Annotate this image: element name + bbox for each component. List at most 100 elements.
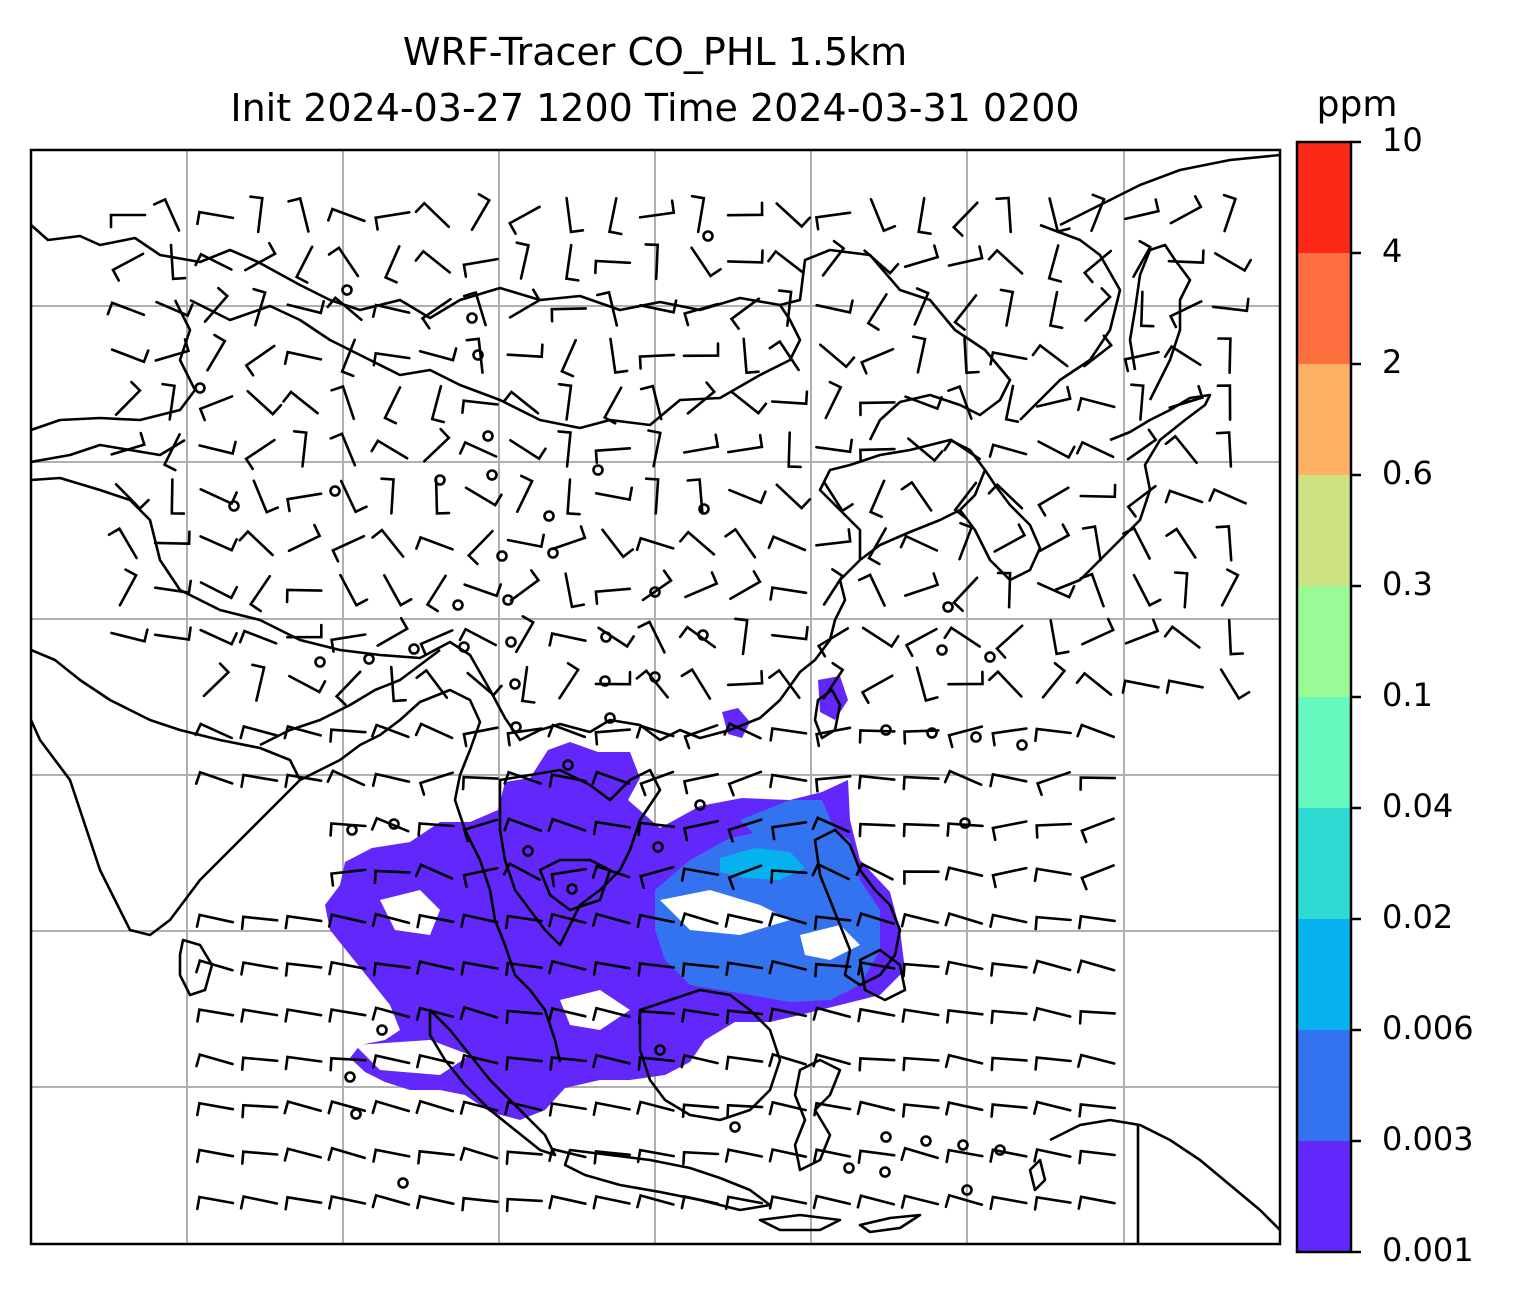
wind-barb [1132, 573, 1162, 608]
wind-barb [1216, 384, 1232, 421]
calm-wind-marker [961, 1184, 973, 1196]
wind-barb [769, 586, 808, 601]
calm-wind-marker [329, 485, 341, 497]
wind-barb [903, 729, 940, 745]
wind-barb [1078, 914, 1116, 930]
wind-barb [1048, 197, 1071, 234]
wind-barb [770, 390, 809, 406]
wind-barb [1078, 1010, 1116, 1025]
wind-barb [470, 193, 491, 231]
wind-barb [1078, 1102, 1116, 1118]
wind-barb [988, 443, 1028, 458]
wind-barb [373, 869, 411, 885]
wind-barb [372, 1054, 411, 1069]
wind-barb [419, 629, 454, 657]
wind-barb [953, 481, 978, 519]
wind-barb [465, 337, 484, 374]
wind-barb [371, 303, 411, 318]
calm-wind-marker [505, 636, 517, 648]
wind-barb [904, 572, 940, 597]
wind-barb [990, 1056, 1028, 1072]
wind-barb [987, 248, 1024, 275]
wind-barb [859, 447, 896, 464]
wind-barb [1076, 959, 1116, 974]
wind-barb [678, 625, 717, 649]
wind-barb [109, 213, 147, 229]
wind-barb [944, 1053, 984, 1069]
wind-barb [251, 663, 266, 702]
calm-wind-marker [970, 731, 982, 743]
wind-barb [635, 536, 675, 551]
wind-barb [285, 588, 323, 604]
wind-barb [1079, 572, 1105, 608]
wind-barb [241, 1103, 279, 1119]
wind-barb [548, 632, 587, 647]
colorbar-tick-label: 4 [1382, 232, 1403, 270]
wind-barb [284, 962, 323, 977]
wind-barb [110, 431, 146, 456]
wind-barb [417, 1149, 455, 1165]
wind-barb [328, 1008, 367, 1023]
wind-barb [505, 1197, 543, 1213]
wind-barb [239, 1194, 279, 1210]
colorbar-tick-label: 0.04 [1382, 787, 1454, 825]
wind-barb [1217, 337, 1232, 374]
calm-wind-marker [649, 586, 661, 598]
wind-barb [594, 587, 632, 605]
wind-barb [503, 817, 542, 832]
wind-barb [729, 570, 762, 600]
wind-barb [1033, 1147, 1072, 1163]
wind-barb [548, 1102, 587, 1117]
wind-barb [417, 822, 455, 837]
wind-barb [416, 913, 455, 929]
wind-barb [430, 384, 446, 424]
wind-barb [1080, 817, 1115, 844]
wind-barb [812, 1148, 852, 1163]
wind-barb [370, 816, 410, 833]
wind-barb [416, 960, 455, 975]
calm-wind-marker [702, 230, 714, 242]
calm-wind-marker [458, 641, 470, 653]
wind-barb [194, 770, 234, 785]
wind-barb [414, 863, 454, 880]
colorbar-segment [1297, 586, 1351, 697]
wind-barb [196, 1101, 235, 1117]
wind-barb [196, 210, 235, 226]
wind-barb [329, 1056, 367, 1072]
colorbar-tick-label: 0.006 [1382, 1009, 1474, 1047]
chart-title-line2: Init 2024-03-27 1200 Time 2024-03-31 020… [230, 86, 1080, 130]
wind-barb [153, 530, 191, 546]
wind-barb [858, 822, 896, 838]
wind-barb [856, 911, 895, 927]
wind-barb [459, 1146, 499, 1161]
calm-wind-marker [452, 599, 464, 611]
calm-wind-marker [957, 1139, 969, 1151]
colorbar-segment [1297, 142, 1351, 253]
wind-barb [947, 384, 973, 420]
wind-barb [594, 728, 632, 746]
wind-barb [769, 773, 808, 789]
wind-barb [415, 1006, 455, 1021]
wind-barb [371, 723, 410, 739]
wind-barb [292, 430, 308, 468]
wind-barb [331, 534, 366, 563]
wind-barb [414, 201, 451, 229]
wind-barb [680, 1194, 719, 1210]
wind-barb [1048, 290, 1064, 330]
wind-barb [240, 915, 279, 931]
wind-barb [420, 297, 452, 330]
wind-barb [371, 772, 411, 787]
wind-barb [1034, 727, 1072, 743]
wind-barb [951, 201, 979, 237]
wind-barb [592, 1101, 631, 1116]
wind-barb [416, 1194, 455, 1210]
wind-barb [945, 1148, 984, 1164]
wind-barb [459, 1005, 499, 1021]
wind-barb [989, 772, 1028, 788]
wind-barb [1080, 864, 1115, 891]
wind-barb [991, 820, 1028, 842]
wind-barb [812, 1053, 851, 1068]
wind-barb [989, 1148, 1028, 1163]
wind-barb [460, 913, 499, 928]
wind-barb [681, 1103, 720, 1118]
